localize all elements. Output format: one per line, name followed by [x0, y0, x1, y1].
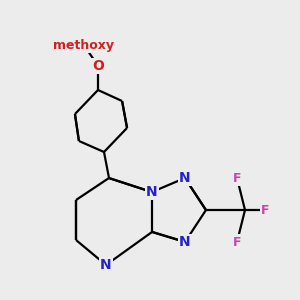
Text: O: O: [92, 59, 104, 73]
Text: F: F: [233, 236, 241, 248]
Text: methoxy: methoxy: [53, 38, 115, 52]
Text: methoxy: methoxy: [53, 38, 115, 52]
Text: N: N: [100, 258, 112, 272]
Text: F: F: [261, 203, 269, 217]
Text: N: N: [179, 171, 191, 185]
Text: N: N: [179, 235, 191, 249]
Text: N: N: [146, 185, 158, 199]
Text: F: F: [233, 172, 241, 184]
